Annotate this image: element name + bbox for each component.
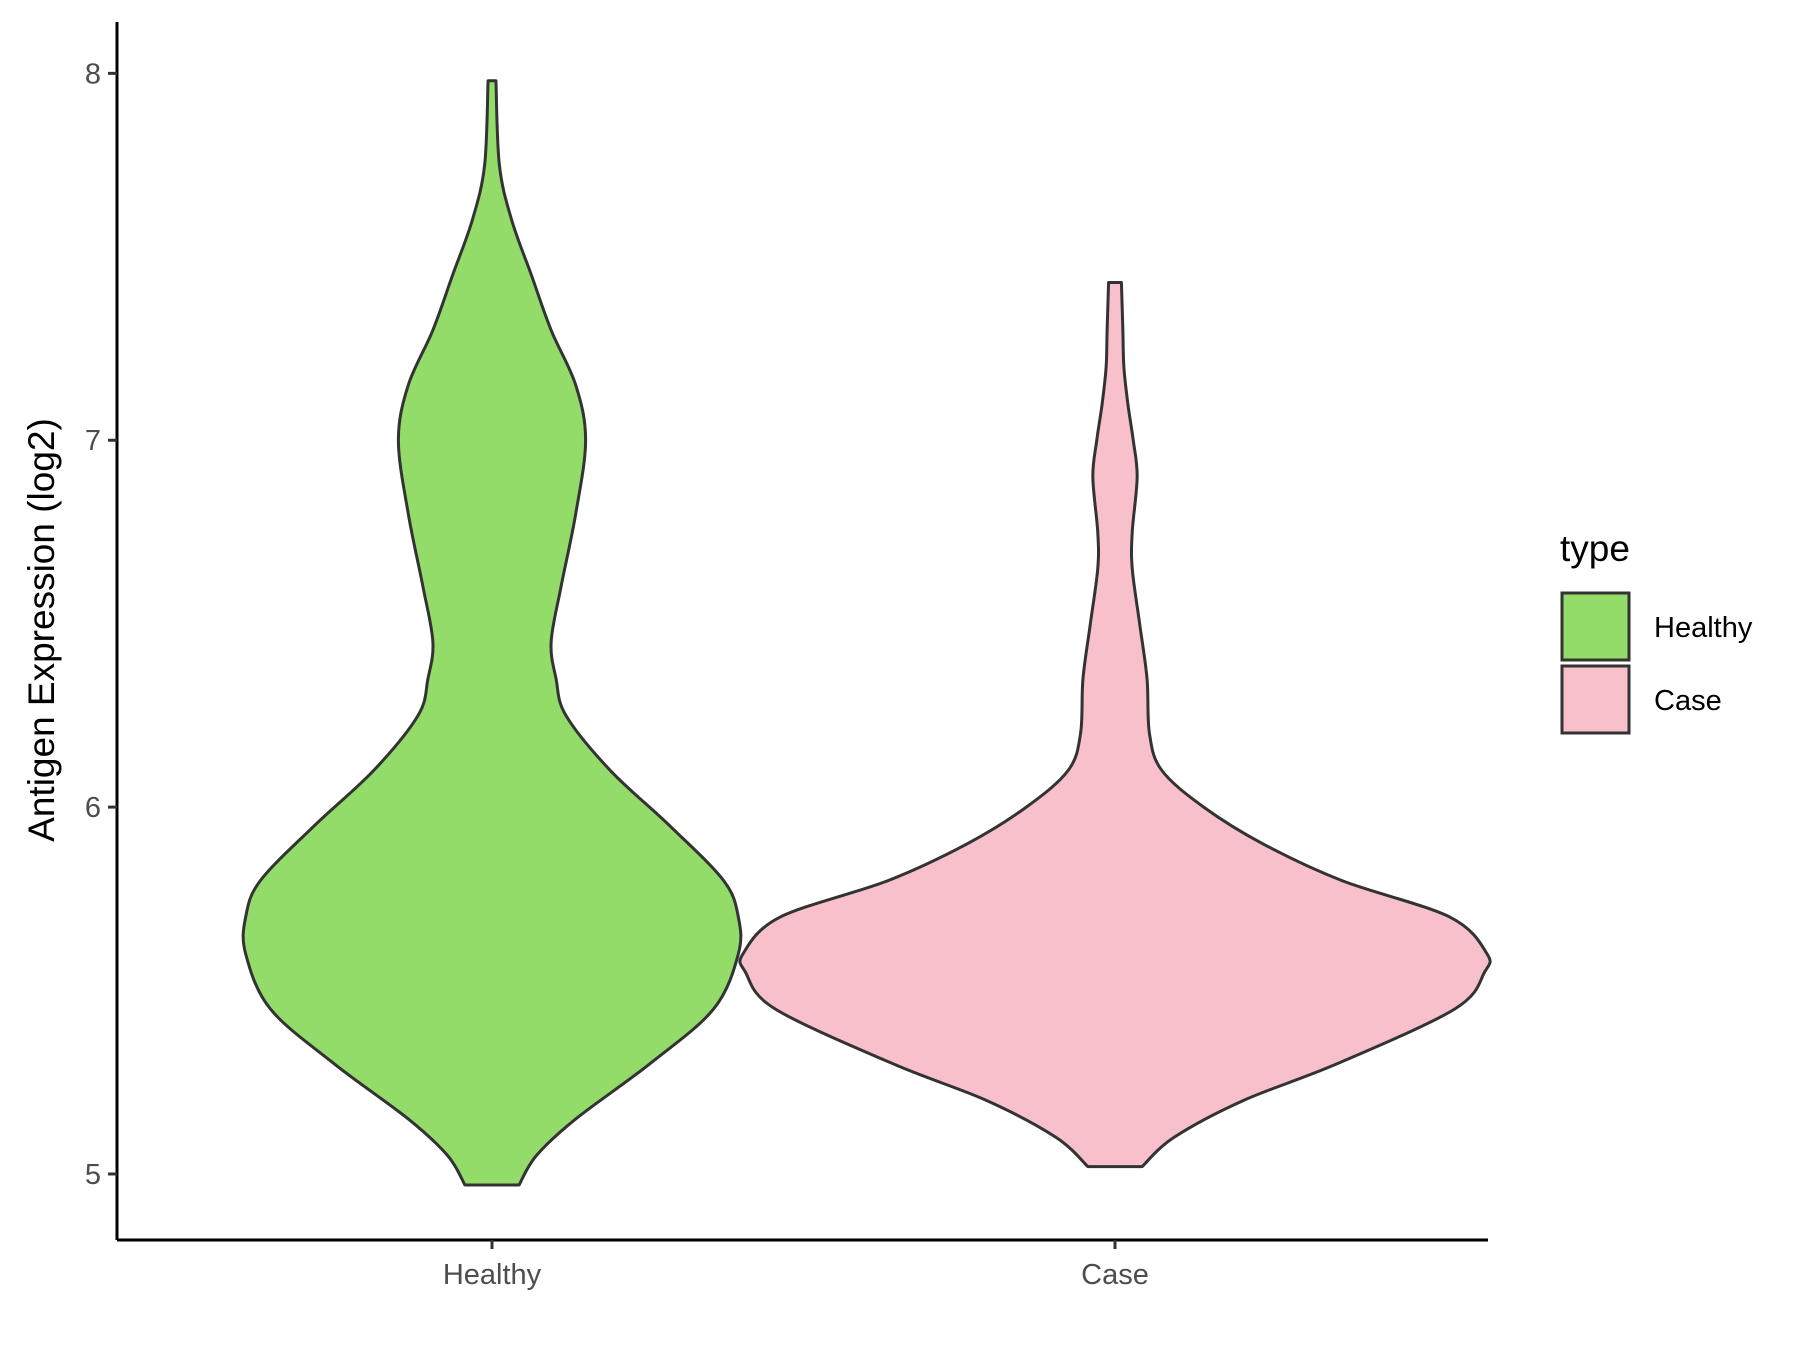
violin-layer bbox=[241, 79, 1492, 1187]
y-axis-title: Antigen Expression (log2) bbox=[21, 418, 62, 842]
legend-title: type bbox=[1560, 528, 1630, 569]
legend-swatch-healthy bbox=[1560, 591, 1631, 662]
legend-label-case: Case bbox=[1654, 685, 1722, 717]
legend: type Healthy Case bbox=[1560, 528, 1753, 735]
legend-swatch-case bbox=[1560, 664, 1631, 735]
y-tick-label: 8 bbox=[85, 58, 101, 90]
y-tick-label: 6 bbox=[85, 792, 101, 824]
violin-case bbox=[738, 280, 1492, 1169]
y-tick-label: 5 bbox=[85, 1159, 101, 1191]
x-axis-ticks: Healthy Case bbox=[443, 1240, 1149, 1291]
x-tick-label: Healthy bbox=[443, 1259, 542, 1291]
legend-label-healthy: Healthy bbox=[1654, 612, 1753, 644]
violin-healthy bbox=[241, 79, 743, 1187]
y-tick-label: 7 bbox=[85, 425, 101, 457]
x-tick-label: Case bbox=[1081, 1259, 1149, 1291]
y-axis-ticks: 5 6 7 8 bbox=[85, 58, 117, 1191]
